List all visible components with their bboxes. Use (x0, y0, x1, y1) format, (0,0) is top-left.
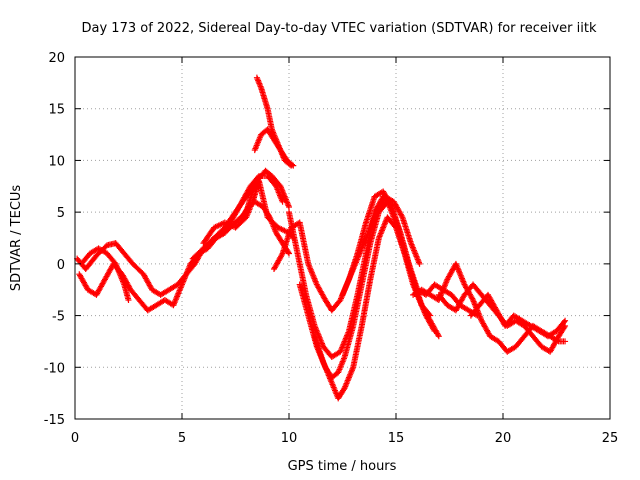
y-tick-label: -15 (44, 413, 65, 428)
track-markers (311, 214, 434, 402)
plot-frame (74, 56, 611, 420)
x-tick-label: 25 (602, 431, 619, 446)
satellite-track-12 (311, 214, 434, 402)
x-tick-label: 10 (281, 431, 298, 446)
y-tick-label: 20 (48, 51, 65, 66)
y-tick-label: 0 (57, 258, 65, 273)
x-axis-label: GPS time / hours (288, 459, 397, 474)
y-tick-label: 5 (57, 206, 65, 221)
track-markers (339, 193, 423, 298)
y-tick-label: -5 (52, 310, 65, 325)
y-tick-label: -10 (44, 361, 65, 376)
satellite-track-6 (253, 74, 295, 169)
satellite-track-16 (467, 291, 569, 340)
x-tick-label: 15 (388, 431, 405, 446)
axis-ticks (74, 56, 611, 420)
data-points (74, 74, 569, 402)
chart-title: Day 173 of 2022, Sidereal Day-to-day VTE… (82, 21, 597, 36)
track-markers (251, 126, 297, 169)
track-markers (253, 74, 295, 169)
x-tick-label: 0 (71, 431, 79, 446)
track-markers (189, 167, 292, 262)
satellite-track-3 (78, 245, 132, 304)
satellite-track-13 (339, 193, 423, 298)
y-tick-label: 10 (48, 154, 65, 169)
satellite-track-4 (189, 167, 292, 262)
y-tick-label: 15 (48, 103, 65, 118)
tick-labels: 0 5 10 15 20 25 -15 -10 -5 0 5 10 15 20 (44, 51, 619, 446)
satellite-track-7 (251, 126, 297, 169)
track-markers (410, 260, 569, 355)
satellite-track-14 (410, 260, 569, 355)
y-axis-label: SDTVAR / TECUs (9, 185, 24, 292)
x-tick-label: 20 (495, 431, 512, 446)
track-markers (467, 291, 569, 340)
x-tick-label: 5 (178, 431, 186, 446)
track-markers (78, 245, 132, 304)
